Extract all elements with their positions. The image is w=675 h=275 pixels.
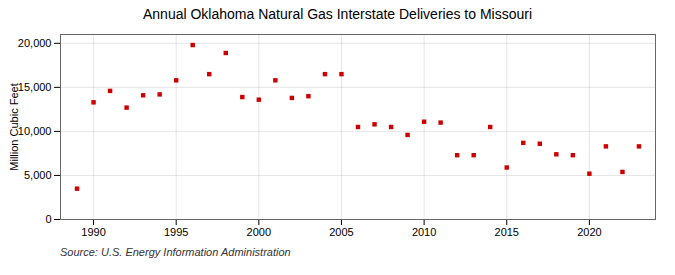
- svg-text:1990: 1990: [81, 226, 105, 238]
- html-text:Source: U.S. Energy Informatio: Source: U.S. Energy Information Administ…: [60, 246, 291, 258]
- svg-text:0: 0: [45, 213, 51, 225]
- svg-text:10,000: 10,000: [18, 125, 52, 137]
- svg-text:2010: 2010: [412, 226, 436, 238]
- svg-text:2005: 2005: [329, 226, 353, 238]
- svg-text:2000: 2000: [247, 226, 271, 238]
- svg-text:2015: 2015: [495, 226, 519, 238]
- svg-text:2020: 2020: [577, 226, 601, 238]
- svg-text:15,000: 15,000: [18, 81, 52, 93]
- svg-text:1995: 1995: [164, 226, 188, 238]
- svg-text:Million Cubic Feet: Million Cubic Feet: [8, 83, 20, 170]
- svg-text:5,000: 5,000: [24, 169, 52, 181]
- svg-text:20,000: 20,000: [18, 37, 52, 49]
- html-text:Annual Oklahoma Natural Gas In: Annual Oklahoma Natural Gas Interstate D…: [143, 6, 532, 22]
